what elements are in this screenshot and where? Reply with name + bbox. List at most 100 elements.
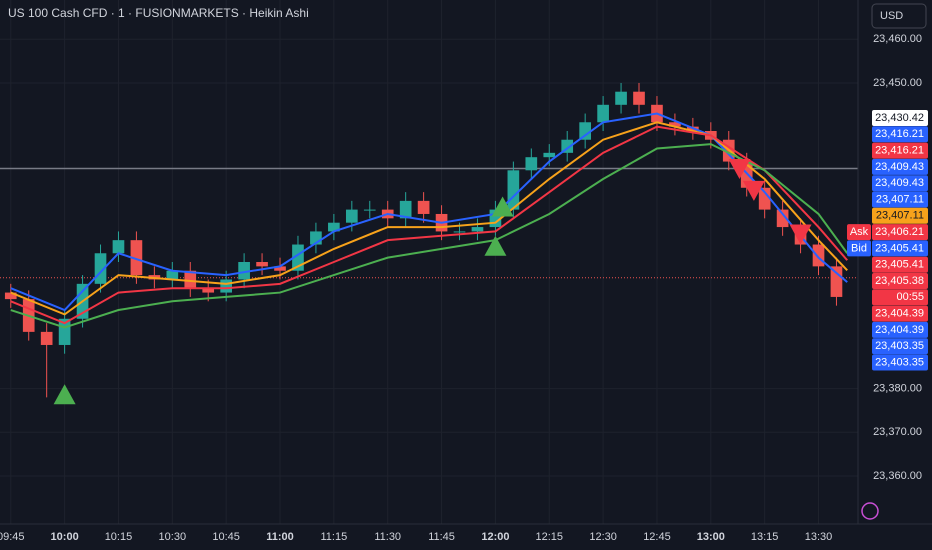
x-tick-label: 11:15: [321, 531, 348, 543]
price-label: 23,403.35: [875, 356, 924, 368]
candle-body: [94, 253, 107, 284]
y-tick-label: 23,460.00: [873, 33, 922, 45]
candle-body: [597, 104, 609, 123]
candle-body: [633, 91, 645, 105]
x-tick-label: 13:30: [805, 531, 833, 543]
candle-body: [256, 262, 268, 267]
candle-body: [328, 222, 340, 232]
candle-body: [58, 318, 71, 345]
plot-area: [0, 82, 858, 405]
x-tick-label: 12:15: [535, 531, 563, 543]
candle-body: [399, 200, 412, 219]
x-tick-label: 10:00: [51, 531, 79, 543]
candle-body: [130, 240, 143, 276]
candle-body: [776, 209, 789, 228]
price-label-box: [872, 110, 928, 126]
quote-tag-box: [847, 224, 871, 241]
candle-body: [166, 270, 179, 280]
quote-tag: Ask: [850, 226, 869, 238]
logo-icon: [861, 502, 879, 520]
y-tick-label: 23,450.00: [873, 77, 922, 89]
candle-body: [812, 244, 825, 267]
price-label-box: [872, 289, 928, 306]
y-tick-label: 23,370.00: [873, 426, 922, 438]
candle-body: [292, 244, 304, 271]
price-label: 23,430.42: [875, 112, 924, 124]
moving-average-line: [10, 143, 849, 329]
x-tick-label: 10:15: [105, 531, 133, 543]
candle-body: [310, 231, 322, 245]
x-tick-label: 12:30: [589, 531, 617, 543]
price-label-box: [872, 175, 928, 192]
moving-average-line: [10, 125, 848, 325]
moving-average-line: [10, 112, 848, 312]
price-label-box: [872, 354, 928, 371]
candle-body: [184, 270, 197, 289]
price-label: 23,403.35: [875, 340, 924, 352]
candle-body: [561, 139, 574, 153]
axes: 23,360.00 23,370.00 23,380.00 23,450.00 23,4…: [0, 33, 928, 543]
x-tick-label: 13:00: [697, 531, 725, 543]
price-label: 00:55: [896, 291, 924, 303]
price-label: 23,405.38: [875, 275, 924, 287]
candle-body: [453, 231, 466, 233]
candle-body: [579, 122, 591, 140]
x-tick-label: 09:45: [0, 531, 25, 543]
currency-label[interactable]: USD: [880, 10, 903, 22]
x-tick-label: 11:30: [374, 531, 401, 543]
candle-body: [345, 209, 358, 223]
candle-body: [758, 187, 771, 210]
candle-body: [740, 161, 753, 188]
price-label-box: [872, 256, 928, 273]
candle-body: [274, 266, 286, 271]
chart-title: US 100 Cash CFD · 1 · FUSIONMARKETS · He…: [8, 6, 309, 20]
buy-signal: [484, 235, 507, 256]
sell-signal: [789, 224, 812, 245]
quote-tag: Bid: [851, 242, 867, 254]
price-label: 23,409.43: [875, 161, 924, 173]
x-tick-label: 12:00: [481, 531, 509, 543]
candle-body: [471, 227, 484, 232]
x-tick-label: 11:45: [428, 531, 455, 543]
price-label: 23,406.21: [875, 226, 924, 238]
x-tick-label: 13:15: [751, 531, 779, 543]
candle-body: [417, 200, 430, 214]
price-label-box: [872, 126, 928, 143]
price-label: 23,407.11: [876, 193, 924, 205]
price-label-box: [872, 240, 928, 257]
x-tick-label: 10:30: [159, 531, 187, 543]
candle-body: [507, 170, 520, 210]
candle-body: [220, 279, 233, 293]
candle-body: [112, 240, 125, 254]
x-tick-label: 12:45: [643, 531, 671, 543]
candle-body: [489, 209, 502, 228]
buy-signal: [53, 384, 76, 405]
price-label-box: [872, 273, 928, 289]
price-label: 23,409.43: [875, 177, 924, 189]
price-label: 23,404.39: [875, 324, 924, 336]
price-label: 23,405.41: [875, 242, 924, 254]
price-label: 23,416.21: [875, 128, 924, 140]
currency-button[interactable]: [871, 3, 927, 29]
candle-body: [4, 292, 17, 300]
price-label-box: [872, 158, 928, 175]
x-tick-label: 11:00: [266, 531, 294, 543]
candle-body: [669, 122, 681, 127]
price-label-box: [872, 207, 928, 224]
price-label: 23,407.11: [876, 210, 924, 222]
price-label-box: [872, 321, 928, 338]
sell-signal: [742, 180, 765, 201]
candle-body: [40, 331, 53, 345]
candle-body: [525, 157, 538, 171]
price-label: 23,416.21: [875, 145, 924, 157]
price-label-box: [872, 191, 928, 208]
price-label-box: [872, 305, 928, 322]
price-label: 23,405.41: [875, 259, 924, 271]
buy-signal: [491, 196, 514, 217]
price-label-box: [872, 224, 928, 241]
price-label: 23,404.39: [875, 308, 924, 320]
moving-average-line: [10, 121, 848, 316]
